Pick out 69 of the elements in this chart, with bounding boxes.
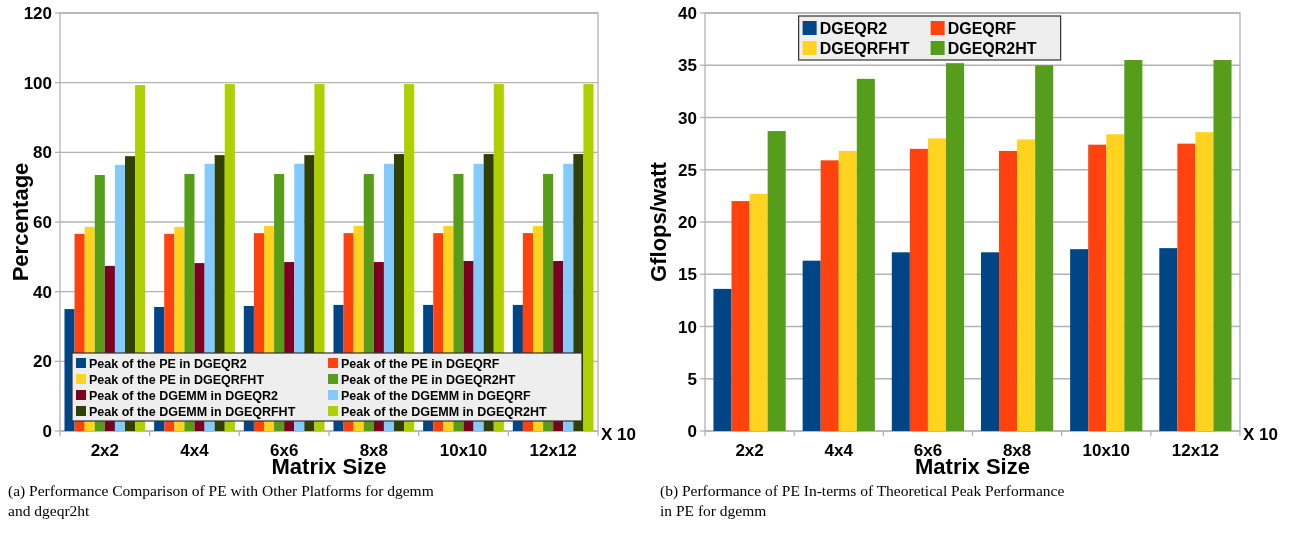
legend-label: DGEQRFHT [819, 39, 910, 57]
bar [713, 288, 732, 431]
y-tick-label: 10 [678, 317, 697, 337]
x-tick-label: 4x4 [824, 441, 854, 460]
bar [731, 201, 750, 431]
bar [1035, 65, 1054, 431]
y-tick-label: 40 [678, 4, 697, 23]
legend-label: DGEQRF [947, 19, 1017, 37]
y-tick-label: 40 [33, 282, 52, 302]
bar [909, 148, 928, 431]
x-tick-label: 6x6 [913, 441, 943, 460]
x-tick-label: 12x12 [1171, 441, 1220, 460]
bar [1088, 144, 1107, 431]
bar [838, 150, 857, 431]
y-tick-label: 0 [687, 422, 697, 441]
x-tick-label: 10x10 [439, 441, 488, 460]
bar [927, 138, 946, 431]
legend-label: Peak of the PE in DGEQR2 [89, 356, 247, 371]
bar [1195, 132, 1214, 431]
legend-label: Peak of the PE in DGEQRF [341, 356, 500, 371]
x-tick-label: 10x10 [1082, 441, 1130, 460]
legend-label: Peak of the DGEMM in DGEQR2 [89, 388, 278, 403]
legend-label: Peak of the DGEMM in DGEQRF [341, 388, 531, 403]
bar [856, 78, 875, 431]
bar [1177, 143, 1196, 431]
bar [1124, 60, 1143, 431]
y-tick-label: 25 [678, 160, 697, 180]
bar [1070, 249, 1089, 431]
y-axis-title: Percentage [8, 162, 33, 282]
y-tick-label: 60 [33, 213, 52, 232]
bar [767, 131, 786, 431]
legend-label: Peak of the DGEMM in DGEQR2HT [341, 404, 547, 419]
text: (b) Performance of PE In-terms of Theoretical Peak Performance in PE for dgemm [660, 482, 1065, 519]
bar [1017, 139, 1036, 431]
x-tick-label: 4x4 [180, 441, 210, 460]
text: X 10 [601, 425, 636, 444]
text: (a) Performance Comparison of PE with Other Platforms for dgemm and dgeqr2ht [8, 482, 434, 519]
legend-label: DGEQR2 [819, 19, 888, 37]
bar [749, 193, 768, 431]
x-tick-label: 12x12 [529, 441, 577, 460]
y-tick-label: 5 [687, 369, 697, 389]
y-tick-label: 15 [678, 265, 697, 285]
bar [1106, 134, 1125, 431]
y-tick-label: 80 [33, 143, 52, 163]
y-tick-label: 120 [23, 4, 52, 23]
bar [980, 252, 1000, 431]
legend-label: Peak of the PE in DGEQRFHT [89, 372, 265, 387]
bar [999, 150, 1018, 431]
bar [802, 260, 821, 431]
legend-label: DGEQR2HT [947, 39, 1037, 57]
legend-label: Peak of the DGEMM in DGEQRFHT [89, 404, 296, 419]
y-tick-label: 35 [678, 56, 697, 76]
x-tick-label: 2x2 [735, 441, 764, 460]
y-tick-label: 0 [42, 422, 52, 441]
bar [820, 160, 839, 431]
y-tick-label: 100 [23, 73, 52, 93]
bar [1159, 248, 1178, 431]
x-tick-label: 2x2 [90, 441, 120, 460]
bar [583, 84, 594, 431]
y-tick-label: 30 [678, 108, 697, 128]
y-tick-label: 20 [33, 352, 52, 372]
bar [891, 252, 910, 431]
bar [945, 63, 965, 431]
y-tick-label: 20 [678, 213, 697, 232]
y-axis-title: Gflops/watt [646, 161, 671, 282]
legend-label: Peak of the PE in DGEQR2HT [341, 372, 516, 387]
text: X 10 [1243, 425, 1278, 444]
bar [1213, 60, 1232, 431]
x-tick-label: 6x6 [269, 441, 299, 460]
